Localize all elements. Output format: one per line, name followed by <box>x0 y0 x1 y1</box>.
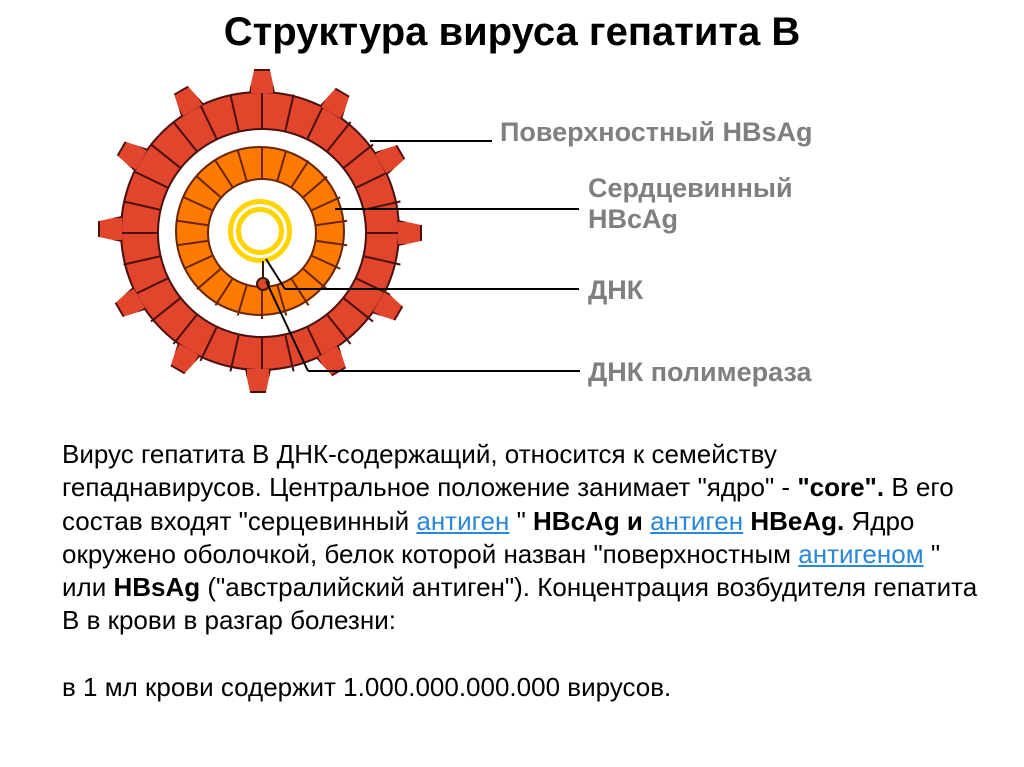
para-hbcag-bold: HBcAg и <box>533 506 650 536</box>
virus-diagram: Поверхностный HВsAg Сердцевинный HBcAg Д… <box>0 61 1024 441</box>
label-dna: ДНК <box>588 275 643 306</box>
page-title: Структура вируса гепатита В <box>0 0 1024 55</box>
label-polymerase: ДНК полимераза <box>588 357 812 388</box>
label-hbsag: Поверхностный HВsAg <box>500 117 812 148</box>
label-hbcag-line2: HBcAg <box>588 204 678 234</box>
link-antigen-3[interactable]: антигеном <box>798 539 923 569</box>
label-hbcag: Сердцевинный HBcAg <box>588 173 793 235</box>
para-t4: " <box>517 506 533 536</box>
link-antigen-2[interactable]: антиген <box>650 506 743 536</box>
para-core-bold: "core". <box>797 472 884 502</box>
link-antigen-1[interactable]: антиген <box>416 506 509 536</box>
para-t1: Вирус гепатита В ДНК-содержащий, относит… <box>62 439 797 502</box>
para-hbeag-bold: HBeAg. <box>750 506 844 536</box>
para-t11: в 1 мл крови содержит 1.000.000.000.000 … <box>62 672 671 702</box>
dna-polymerase-icon <box>256 261 270 291</box>
description-paragraph: Вирус гепатита В ДНК-содержащий, относит… <box>62 438 979 704</box>
label-hbcag-line1: Сердцевинный <box>588 173 793 203</box>
para-hbsag-bold: HBsAg <box>113 572 200 602</box>
dna-circle <box>228 199 292 263</box>
para-t10: ("австралийский антиген"). Концентрация … <box>62 572 977 635</box>
